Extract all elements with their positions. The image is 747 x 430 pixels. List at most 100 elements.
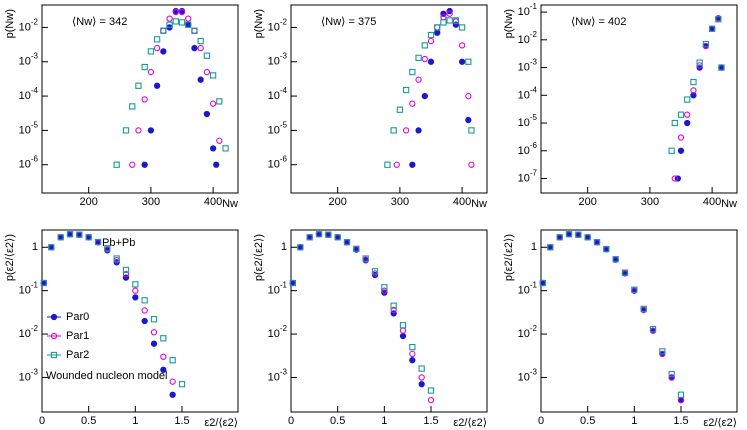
data-point bbox=[216, 137, 223, 144]
tick-exponent: -6 bbox=[31, 155, 39, 164]
data-point bbox=[185, 21, 192, 28]
data-point bbox=[671, 119, 678, 127]
x-tick-label: 1.5 bbox=[423, 415, 438, 427]
data-point bbox=[446, 10, 453, 17]
data-point bbox=[402, 86, 410, 94]
x-tick-label: 0.5 bbox=[330, 415, 345, 427]
x-tick-label: 0 bbox=[538, 415, 544, 427]
data-point bbox=[172, 8, 179, 16]
data-point bbox=[191, 27, 198, 34]
data-point bbox=[203, 110, 211, 118]
x-tick-label: 0.5 bbox=[580, 415, 595, 427]
tick-exponent: -3 bbox=[31, 368, 39, 377]
data-point bbox=[715, 16, 722, 23]
data-point bbox=[415, 54, 422, 61]
data-point bbox=[191, 27, 198, 34]
data-point bbox=[668, 147, 675, 154]
tick-base: 10 bbox=[19, 328, 31, 340]
tick-exponent: -3 bbox=[280, 52, 288, 61]
y-tick-label: 10-2 bbox=[19, 18, 39, 34]
annotation: ⟨Nw⟩ = 402 bbox=[571, 16, 626, 28]
plot-frame bbox=[540, 229, 738, 413]
data-point bbox=[390, 306, 397, 314]
data-point bbox=[169, 391, 176, 398]
x-tick-label: 400 bbox=[204, 196, 222, 208]
data-point bbox=[147, 68, 155, 76]
data-point bbox=[690, 78, 697, 86]
x-axis-label: ε2/⟨ε2⟩ bbox=[453, 417, 487, 429]
y-axis-label: p(ε2/⟨ε2⟩) bbox=[4, 234, 16, 281]
data-point bbox=[668, 370, 675, 378]
data-point bbox=[172, 18, 179, 25]
y-tick-label: 10-4 bbox=[19, 86, 39, 102]
data-point bbox=[565, 231, 573, 238]
tick-base: 10 bbox=[518, 89, 530, 101]
data-point bbox=[381, 287, 388, 294]
data-point bbox=[76, 231, 83, 238]
tick-base: 10 bbox=[268, 159, 280, 171]
data-point bbox=[409, 161, 416, 168]
tick-base: 10 bbox=[19, 285, 31, 297]
y-tick-label: 10-4 bbox=[518, 85, 538, 101]
data-point bbox=[396, 106, 404, 113]
data-point bbox=[185, 21, 192, 28]
tick-exponent: -6 bbox=[530, 141, 538, 150]
data-point bbox=[671, 175, 678, 182]
data-point bbox=[132, 281, 139, 288]
data-point bbox=[427, 397, 435, 404]
tick-exponent: -6 bbox=[280, 155, 288, 164]
data-point bbox=[539, 279, 547, 287]
data-point bbox=[129, 103, 136, 110]
data-point bbox=[185, 15, 192, 22]
data-point bbox=[141, 63, 148, 71]
data-point bbox=[306, 234, 313, 241]
x-tick-label: 300 bbox=[142, 196, 160, 208]
data-point bbox=[677, 391, 685, 398]
x-tick-label: 400 bbox=[703, 196, 721, 208]
data-point bbox=[603, 245, 610, 253]
tick-base: 10 bbox=[268, 56, 280, 68]
tick-exponent: -5 bbox=[530, 113, 538, 122]
plot-frame bbox=[41, 229, 239, 413]
data-point bbox=[612, 256, 619, 263]
data-point bbox=[631, 286, 638, 293]
data-point bbox=[160, 335, 167, 342]
x-axis-label: Nw bbox=[222, 198, 238, 210]
x-axis-label: ε2/⟨ε2⟩ bbox=[204, 417, 238, 429]
data-point bbox=[325, 231, 332, 238]
y-tick-label: 10-7 bbox=[518, 169, 538, 185]
data-point bbox=[353, 245, 360, 252]
x-tick-label: 1.5 bbox=[174, 415, 189, 427]
y-tick-label: 10-2 bbox=[268, 324, 288, 340]
data-point bbox=[468, 161, 475, 168]
y-tick-label: 10-5 bbox=[268, 121, 288, 137]
data-point bbox=[141, 161, 148, 168]
plot-frame bbox=[290, 4, 488, 194]
data-point bbox=[141, 297, 148, 304]
legend-label: Par0 bbox=[66, 311, 89, 323]
annotation: ⟨Nw⟩ = 342 bbox=[72, 16, 127, 28]
data-point bbox=[458, 58, 466, 65]
data-point bbox=[659, 348, 666, 355]
data-point bbox=[421, 55, 428, 63]
data-point bbox=[66, 231, 74, 238]
data-point bbox=[684, 119, 691, 127]
tick-base: 10 bbox=[268, 285, 280, 297]
tick-base: 10 bbox=[518, 285, 530, 297]
tick-base: 10 bbox=[268, 124, 280, 136]
tick-exponent: -2 bbox=[31, 324, 39, 333]
data-point bbox=[197, 44, 204, 52]
data-point bbox=[427, 387, 435, 394]
tick-base: 10 bbox=[19, 90, 31, 102]
data-point bbox=[216, 98, 223, 105]
data-point bbox=[113, 161, 120, 168]
data-point bbox=[315, 231, 323, 238]
data-point bbox=[718, 64, 725, 71]
data-point bbox=[702, 40, 710, 48]
data-point bbox=[418, 374, 425, 381]
data-point bbox=[85, 234, 92, 241]
data-point bbox=[427, 58, 435, 65]
tick-base: 10 bbox=[19, 159, 31, 171]
